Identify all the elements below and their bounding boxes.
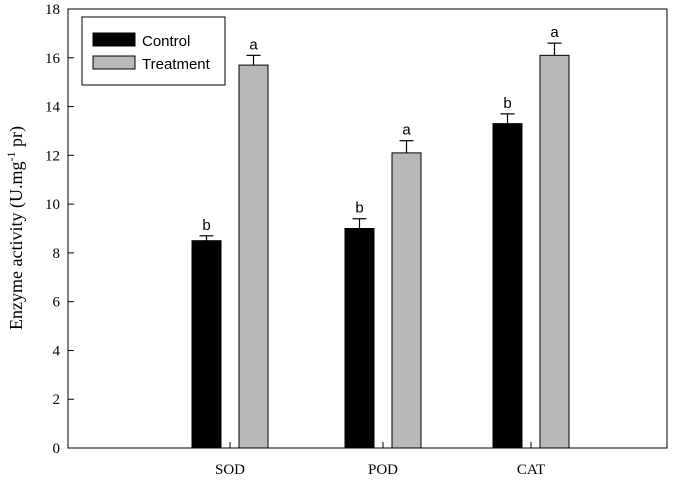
bar-treatment-pod	[391, 152, 422, 449]
x-tick-label: CAT	[517, 462, 545, 478]
y-axis-title-superscript: -1	[4, 152, 18, 162]
x-tick-label: SOD	[215, 462, 245, 478]
significance-label: b	[355, 200, 363, 217]
bar-control-pod	[344, 228, 375, 449]
significance-label: a	[550, 24, 559, 41]
bars: b a b a b a	[191, 24, 570, 449]
y-axis-title-tail: pr)	[6, 126, 27, 152]
legend-box	[81, 16, 226, 86]
bar-treatment-cat	[539, 54, 570, 449]
bar-control-sod	[191, 240, 222, 449]
y-tick-label: 14	[45, 100, 61, 116]
y-axis-title-main: Enzyme activity (U.mg	[6, 162, 27, 330]
y-tick-label: 16	[45, 51, 61, 67]
significance-label: a	[249, 36, 258, 53]
y-axis: 0 2 4 6 8 10 12 14 16 18	[45, 2, 74, 457]
y-tick-label: 18	[45, 2, 60, 18]
y-tick-label: 10	[45, 197, 60, 213]
y-tick-label: 8	[53, 246, 61, 262]
bar-treatment-sod	[238, 64, 269, 449]
legend-swatch-treatment	[92, 55, 136, 70]
x-tick-label: POD	[368, 462, 398, 478]
y-axis-title: Enzyme activity (U.mg-1 pr)	[4, 126, 27, 330]
legend: Control Treatment	[81, 16, 226, 86]
significance-label: b	[503, 95, 511, 112]
legend-label-control: Control	[142, 33, 190, 50]
legend-label-treatment: Treatment	[142, 56, 211, 73]
bar-control-cat	[492, 123, 523, 449]
y-tick-label: 4	[53, 343, 61, 359]
significance-label: a	[402, 122, 411, 139]
x-axis: SOD POD CAT	[215, 442, 545, 478]
y-tick-label: 2	[53, 392, 61, 408]
y-tick-label: 6	[53, 295, 61, 311]
significance-label: b	[202, 217, 210, 234]
y-tick-label: 0	[53, 441, 61, 457]
y-tick-label: 12	[45, 148, 60, 164]
legend-swatch-control	[92, 32, 136, 47]
